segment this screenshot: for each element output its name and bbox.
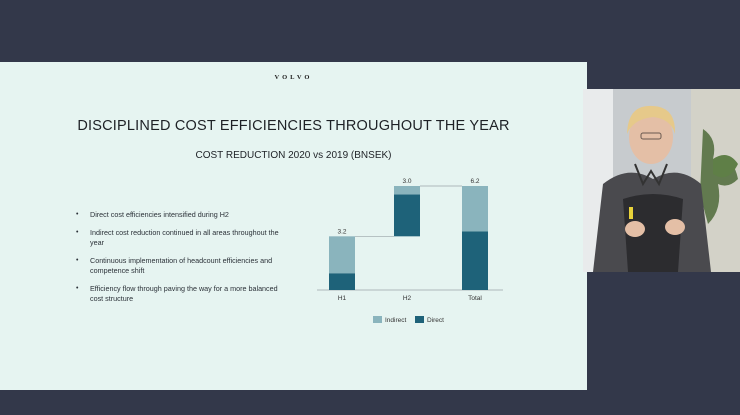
bullet-dot-icon: •	[76, 257, 79, 264]
legend-label-direct: Direct	[427, 317, 444, 324]
tick-label-h2: H2	[403, 295, 412, 302]
bullet-text: Efficiency flow through paving the way f…	[90, 284, 278, 303]
presentation-slide: VOLVO DISCIPLINED COST EFFICIENCIES THRO…	[0, 62, 587, 390]
bullet-dot-icon: •	[76, 285, 79, 292]
legend-swatch-indirect	[373, 316, 382, 323]
bar-indirect-h2	[394, 186, 420, 195]
tick-label-h1: H1	[338, 295, 347, 302]
bullet-text: Direct cost efficiencies intensified dur…	[90, 210, 229, 219]
data-label-h1: 3.2	[337, 228, 346, 235]
brand-logo: VOLVO	[274, 74, 313, 81]
bar-direct-h1	[329, 273, 355, 290]
legend-label-indirect: Indirect	[385, 317, 407, 324]
bullet-text: Continuous implementation of headcount e…	[90, 256, 273, 275]
bullet-dot-icon: •	[76, 229, 79, 236]
bullet-dot-icon: •	[76, 211, 79, 218]
waterfall-chart: 3.2 H1 3.0 H2 6.2 Total Indirect Direct	[317, 178, 503, 324]
slide-title: DISCIPLINED COST EFFICIENCIES THROUGHOUT…	[77, 118, 510, 134]
presenter-video-frame	[583, 89, 740, 272]
bar-direct-h2	[394, 194, 420, 237]
tick-label-total: Total	[468, 295, 482, 302]
bullet-item: • Indirect cost reduction continued in al…	[76, 228, 281, 248]
bar-indirect-h1	[329, 236, 355, 274]
legend-swatch-direct	[415, 316, 424, 323]
bullet-item: • Direct cost efficiencies intensified du…	[76, 210, 281, 220]
bar-direct-total	[462, 231, 488, 290]
bullet-list: • Direct cost efficiencies intensified du…	[76, 210, 281, 312]
data-label-total: 6.2	[470, 178, 479, 185]
presenter-video	[583, 89, 740, 272]
bullet-item: • Efficiency flow through paving the way …	[76, 284, 281, 304]
chart-subtitle: COST REDUCTION 2020 vs 2019 (BNSEK)	[195, 150, 392, 161]
bullet-text: Indirect cost reduction continued in all…	[90, 228, 279, 247]
data-label-h2: 3.0	[402, 178, 411, 185]
bar-indirect-total	[462, 186, 488, 232]
bullet-item: • Continuous implementation of headcount …	[76, 256, 281, 276]
